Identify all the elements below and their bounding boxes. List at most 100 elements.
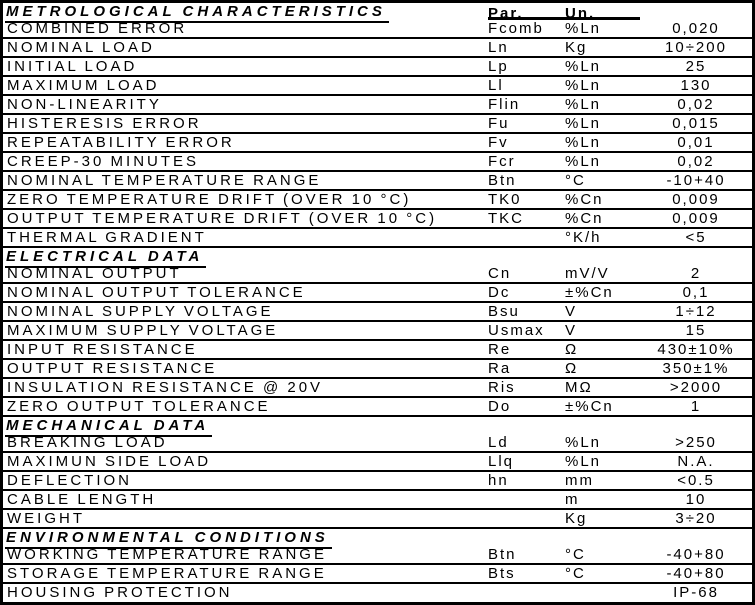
row-value: 0,020 bbox=[672, 20, 720, 37]
section-header-row: ELECTRICAL DATA bbox=[3, 248, 752, 268]
row-label: OUTPUT TEMPERATURE DRIFT (OVER 10 °C) bbox=[7, 210, 438, 227]
row-label: WORKING TEMPERATURE RANGE bbox=[7, 546, 327, 563]
row-label: DEFLECTION bbox=[7, 472, 133, 489]
row-value: IP-68 bbox=[673, 584, 719, 601]
row-par: Fcr bbox=[488, 153, 516, 170]
row-label: NON-LINEARITY bbox=[7, 96, 162, 113]
row-value: N.A. bbox=[677, 453, 715, 470]
spec-row: INPUT RESISTANCE Re Ω 430±10% bbox=[3, 339, 752, 358]
row-un: %Ln bbox=[565, 96, 602, 113]
spec-row: NOMINAL LOAD Ln Kg 10÷200 bbox=[3, 37, 752, 56]
spec-row: OUTPUT TEMPERATURE DRIFT (OVER 10 °C) TK… bbox=[3, 208, 752, 227]
row-label: NOMINAL OUTPUT TOLERANCE bbox=[7, 284, 306, 301]
spec-row: NOMINAL TEMPERATURE RANGE Btn °C -10+40 bbox=[3, 170, 752, 189]
row-un: m bbox=[565, 491, 580, 508]
row-value: >250 bbox=[675, 434, 717, 451]
row-value: 0,009 bbox=[672, 210, 720, 227]
row-label: THERMAL GRADIENT bbox=[7, 229, 207, 246]
row-un: Ω bbox=[565, 341, 579, 358]
spec-row: WEIGHT Kg 3÷20 bbox=[3, 508, 752, 527]
row-label: COMBINED ERROR bbox=[7, 20, 188, 37]
section-title: METROLOGICAL CHARACTERISTICS bbox=[5, 4, 389, 23]
section-rows: BREAKING LOAD Ld %Ln >250 MAXIMUN SIDE L… bbox=[3, 434, 752, 527]
spec-row: THERMAL GRADIENT °K/h <5 bbox=[3, 227, 752, 246]
spec-row: INSULATION RESISTANCE @ 20V Ris MΩ >2000 bbox=[3, 377, 752, 396]
row-label: OUTPUT RESISTANCE bbox=[7, 360, 218, 377]
section-title: ELECTRICAL DATA bbox=[5, 249, 207, 268]
spec-row: OUTPUT RESISTANCE Ra Ω 350±1% bbox=[3, 358, 752, 377]
row-un: %Ln bbox=[565, 20, 602, 37]
row-value: 25 bbox=[685, 58, 707, 75]
row-value: 430±10% bbox=[657, 341, 735, 358]
row-par: Llq bbox=[488, 453, 515, 470]
row-par: Ln bbox=[488, 39, 509, 56]
row-un: %Ln bbox=[565, 77, 602, 94]
row-label: WEIGHT bbox=[7, 510, 85, 527]
section-electrical-data: ELECTRICAL DATA NOMINAL OUTPUT Cn mV/V 2… bbox=[3, 246, 752, 415]
row-value: 130 bbox=[680, 77, 712, 94]
row-value: 10 bbox=[685, 491, 707, 508]
row-par: Re bbox=[488, 341, 512, 358]
row-par: Usmax bbox=[488, 322, 545, 339]
row-label: NOMINAL LOAD bbox=[7, 39, 155, 56]
row-par: Fu bbox=[488, 115, 510, 132]
spec-row: REPEATABILITY ERROR Fv %Ln 0,01 bbox=[3, 132, 752, 151]
spec-row: WORKING TEMPERATURE RANGE Btn °C -40+80 bbox=[3, 546, 752, 563]
row-label: CABLE LENGTH bbox=[7, 491, 157, 508]
row-par: Do bbox=[488, 398, 512, 415]
row-label: MAXIMUM LOAD bbox=[7, 77, 160, 94]
row-un: Kg bbox=[565, 39, 588, 56]
row-value: 3÷20 bbox=[675, 510, 717, 527]
row-un: ±%Cn bbox=[565, 398, 614, 415]
spec-row: DEFLECTION hn mm <0.5 bbox=[3, 470, 752, 489]
spec-row: CABLE LENGTH m 10 bbox=[3, 489, 752, 508]
row-value: >2000 bbox=[669, 379, 723, 396]
row-label: NOMINAL SUPPLY VOLTAGE bbox=[7, 303, 274, 320]
row-par: hn bbox=[488, 472, 509, 489]
section-metrological-characteristics: METROLOGICAL CHARACTERISTICS Par. Un. CO… bbox=[3, 3, 752, 246]
section-rows: NOMINAL OUTPUT Cn mV/V 2 NOMINAL OUTPUT … bbox=[3, 265, 752, 415]
row-label: MAXIMUM SUPPLY VOLTAGE bbox=[7, 322, 279, 339]
row-par: Ld bbox=[488, 434, 509, 451]
row-par: TK0 bbox=[488, 191, 522, 208]
section-rows: COMBINED ERROR Fcomb %Ln 0,020 NOMINAL L… bbox=[3, 20, 752, 246]
row-un: °C bbox=[565, 565, 586, 582]
spec-row: ZERO TEMPERATURE DRIFT (OVER 10 °C) TK0 … bbox=[3, 189, 752, 208]
row-un: %Ln bbox=[565, 153, 602, 170]
section-title: ENVIRONMENTAL CONDITIONS bbox=[5, 530, 332, 549]
row-label: STORAGE TEMPERATURE RANGE bbox=[7, 565, 327, 582]
row-un: °K/h bbox=[565, 229, 602, 246]
row-un: ±%Cn bbox=[565, 284, 614, 301]
row-un: mm bbox=[565, 472, 594, 489]
row-label: NOMINAL TEMPERATURE RANGE bbox=[7, 172, 322, 189]
row-value: 2 bbox=[690, 265, 702, 282]
row-value: 0,02 bbox=[677, 153, 715, 170]
row-label: HISTERESIS ERROR bbox=[7, 115, 202, 132]
spec-row: NOMINAL OUTPUT Cn mV/V 2 bbox=[3, 265, 752, 282]
row-un: %Ln bbox=[565, 58, 602, 75]
spec-row: MAXIMUM SUPPLY VOLTAGE Usmax V 15 bbox=[3, 320, 752, 339]
row-value: -40+80 bbox=[666, 546, 726, 563]
row-un: °C bbox=[565, 172, 586, 189]
row-par: Fcomb bbox=[488, 20, 544, 37]
row-un: V bbox=[565, 303, 578, 320]
row-un: %Cn bbox=[565, 191, 604, 208]
row-value: <5 bbox=[685, 229, 707, 246]
spec-row: CREEP-30 MINUTES Fcr %Ln 0,02 bbox=[3, 151, 752, 170]
section-environmental-conditions: ENVIRONMENTAL CONDITIONS WORKING TEMPERA… bbox=[3, 527, 752, 601]
row-label: NOMINAL OUTPUT bbox=[7, 265, 182, 282]
row-label: HOUSING PROTECTION bbox=[7, 584, 233, 601]
row-label: ZERO TEMPERATURE DRIFT (OVER 10 °C) bbox=[7, 191, 412, 208]
section-header-row: MECHANICAL DATA bbox=[3, 417, 752, 437]
row-par: Bsu bbox=[488, 303, 520, 320]
spec-row: ZERO OUTPUT TOLERANCE Do ±%Cn 1 bbox=[3, 396, 752, 415]
spec-row: HISTERESIS ERROR Fu %Ln 0,015 bbox=[3, 113, 752, 132]
row-value: 0,1 bbox=[682, 284, 710, 301]
column-headers-underline bbox=[488, 17, 640, 20]
spec-row: STORAGE TEMPERATURE RANGE Bts °C -40+80 bbox=[3, 563, 752, 582]
row-value: 0,02 bbox=[677, 96, 715, 113]
row-un: %Ln bbox=[565, 134, 602, 151]
row-par: Ris bbox=[488, 379, 516, 396]
row-par: TKC bbox=[488, 210, 524, 227]
